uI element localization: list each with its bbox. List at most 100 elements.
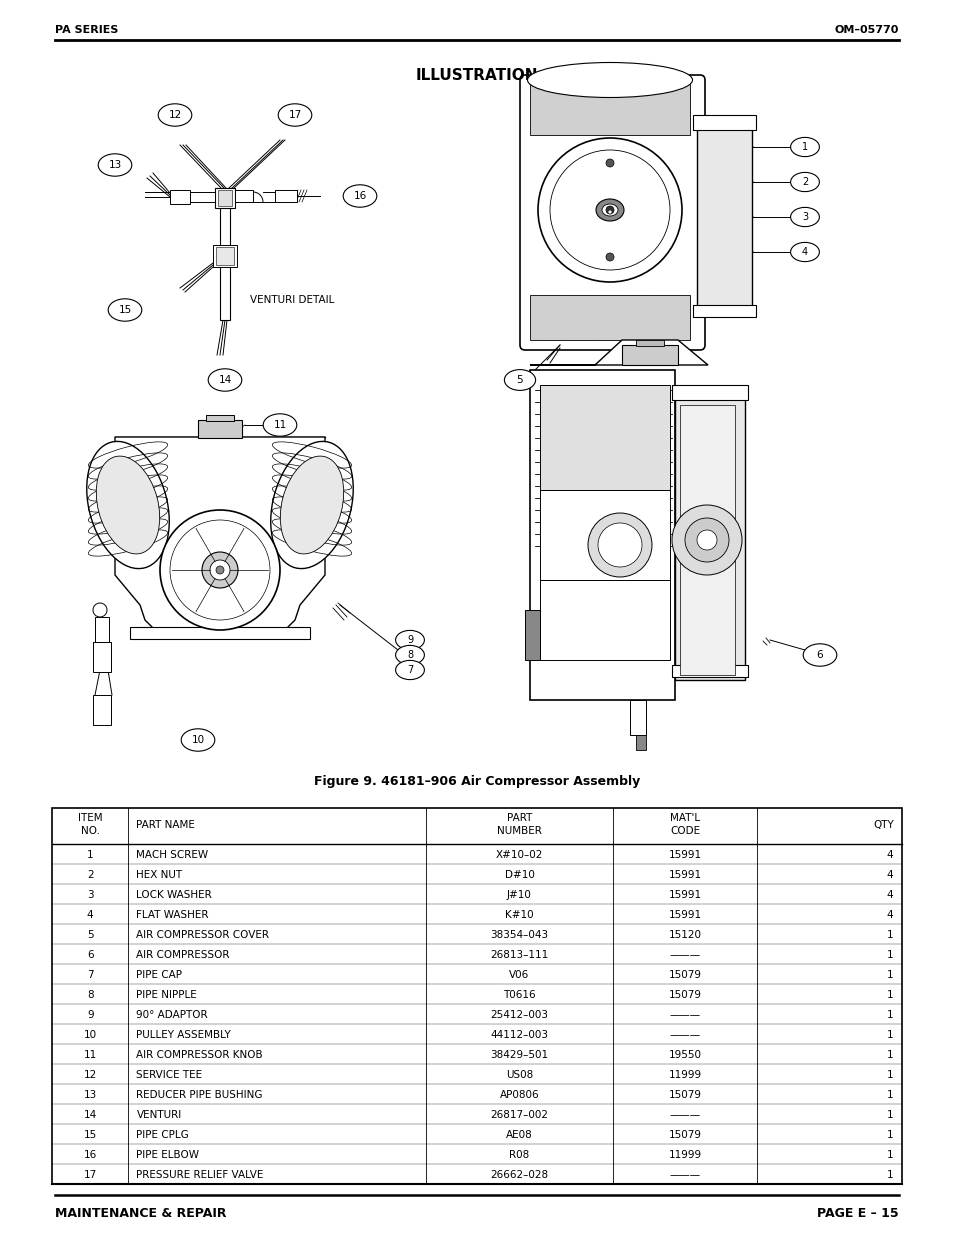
Text: 4: 4 [885,850,892,860]
Text: MAINTENANCE & REPAIR: MAINTENANCE & REPAIR [55,1207,226,1220]
Circle shape [210,559,230,580]
Polygon shape [530,340,707,366]
Circle shape [92,603,107,618]
Ellipse shape [98,154,132,177]
Circle shape [215,566,224,574]
FancyBboxPatch shape [530,295,689,340]
Text: 1: 1 [885,990,892,1000]
Text: 15991: 15991 [668,869,701,881]
Text: 15079: 15079 [668,969,701,981]
Text: 26813–111: 26813–111 [490,950,548,960]
Text: 4: 4 [885,910,892,920]
Text: R08: R08 [509,1150,529,1160]
Text: 1: 1 [885,969,892,981]
Text: 25412–003: 25412–003 [490,1010,548,1020]
Text: 6: 6 [816,650,822,659]
FancyBboxPatch shape [206,415,233,421]
Text: LOCK WASHER: LOCK WASHER [136,890,212,900]
Text: PIPE ELBOW: PIPE ELBOW [136,1150,199,1160]
FancyBboxPatch shape [198,420,242,438]
Text: 1: 1 [885,1070,892,1079]
Text: 13: 13 [109,161,121,170]
Text: 4: 4 [885,890,892,900]
FancyBboxPatch shape [671,664,747,677]
Text: 11999: 11999 [668,1070,701,1079]
FancyBboxPatch shape [92,642,111,672]
Text: 4: 4 [87,910,93,920]
FancyBboxPatch shape [671,385,747,400]
Text: MACH SCREW: MACH SCREW [136,850,209,860]
Ellipse shape [271,441,353,568]
Circle shape [671,505,741,576]
Ellipse shape [395,630,424,650]
Text: 7: 7 [87,969,93,981]
Text: 15991: 15991 [668,910,701,920]
Circle shape [202,552,237,588]
Text: ILLUSTRATION: ILLUSTRATION [416,68,537,83]
Text: ———: ——— [669,1170,700,1179]
Text: PART NAME: PART NAME [136,820,195,830]
Text: CODE: CODE [670,826,700,836]
Circle shape [537,138,681,282]
Text: 26817–002: 26817–002 [490,1110,548,1120]
Text: 1: 1 [885,1050,892,1060]
Text: VENTURI: VENTURI [136,1110,182,1120]
Text: 15991: 15991 [668,890,701,900]
Text: 1: 1 [885,1091,892,1100]
Text: PRESSURE RELIEF VALVE: PRESSURE RELIEF VALVE [136,1170,264,1179]
Text: 44112–003: 44112–003 [490,1030,548,1040]
FancyBboxPatch shape [274,190,296,203]
FancyBboxPatch shape [636,340,663,346]
FancyBboxPatch shape [215,247,233,266]
Text: FLAT WASHER: FLAT WASHER [136,910,209,920]
Text: 8: 8 [407,650,413,659]
Text: ———: ——— [669,950,700,960]
Text: ITEM: ITEM [78,813,103,823]
FancyBboxPatch shape [621,345,678,366]
Ellipse shape [96,456,159,555]
Text: PA SERIES: PA SERIES [55,25,118,35]
Text: 8: 8 [87,990,93,1000]
Text: NO.: NO. [81,826,100,836]
Text: PIPE CAP: PIPE CAP [136,969,182,981]
Ellipse shape [343,185,376,207]
FancyBboxPatch shape [539,385,669,490]
Ellipse shape [790,173,819,191]
Text: V06: V06 [509,969,529,981]
FancyBboxPatch shape [692,305,755,317]
FancyBboxPatch shape [524,610,539,659]
Text: ———: ——— [669,1010,700,1020]
Text: 1: 1 [885,1030,892,1040]
FancyBboxPatch shape [697,125,751,315]
Ellipse shape [108,299,142,321]
Ellipse shape [278,104,312,126]
FancyBboxPatch shape [170,190,190,204]
Text: 12: 12 [168,110,181,120]
FancyBboxPatch shape [539,490,669,580]
FancyBboxPatch shape [213,245,236,267]
Text: 5: 5 [87,930,93,940]
Ellipse shape [527,63,692,98]
FancyBboxPatch shape [530,370,675,700]
Text: 15991: 15991 [668,850,701,860]
Text: AIR COMPRESSOR KNOB: AIR COMPRESSOR KNOB [136,1050,263,1060]
FancyBboxPatch shape [539,580,669,659]
Text: 11: 11 [274,420,286,430]
Text: 7: 7 [406,664,413,676]
Text: T0616: T0616 [502,990,536,1000]
Text: 26662–028: 26662–028 [490,1170,548,1179]
Text: 12: 12 [84,1070,97,1079]
Text: 38354–043: 38354–043 [490,930,548,940]
FancyBboxPatch shape [692,115,755,130]
Text: 90° ADAPTOR: 90° ADAPTOR [136,1010,208,1020]
FancyBboxPatch shape [52,808,901,1184]
FancyBboxPatch shape [530,80,689,135]
Text: PIPE CPLG: PIPE CPLG [136,1130,189,1140]
Text: 14: 14 [218,375,232,385]
Polygon shape [115,437,325,630]
Text: D#10: D#10 [504,869,534,881]
Text: 17: 17 [84,1170,97,1179]
Text: 38429–501: 38429–501 [490,1050,548,1060]
Text: REDUCER PIPE BUSHING: REDUCER PIPE BUSHING [136,1091,263,1100]
FancyBboxPatch shape [220,205,230,320]
